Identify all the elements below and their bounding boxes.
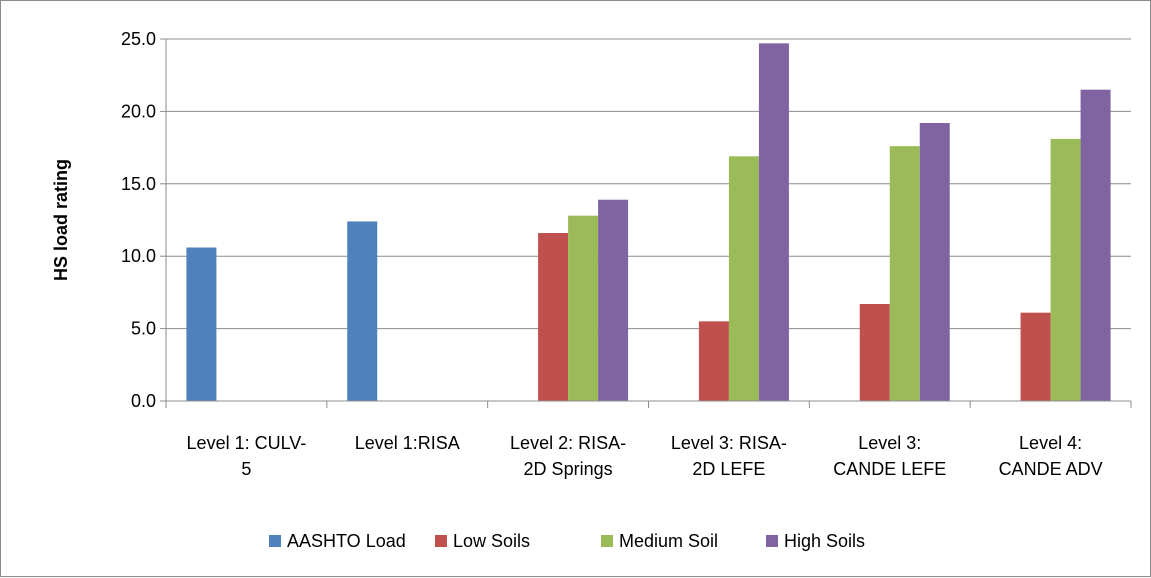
y-tick-label: 0.0 bbox=[131, 391, 156, 411]
bar-medium-soil bbox=[568, 215, 599, 401]
legend-swatch-aashto-load bbox=[269, 535, 281, 547]
y-tick-label: 15.0 bbox=[121, 174, 156, 194]
bars bbox=[186, 43, 1111, 402]
legend-swatch-low-soils bbox=[435, 535, 447, 547]
bar-low-soils bbox=[698, 321, 729, 401]
bar-aashto-load bbox=[186, 247, 217, 401]
x-tick-label: Level 4: CANDE ADV bbox=[999, 433, 1103, 479]
axes: 0.0 5.0 10.0 15.0 20.0 25.0 Level 1: CULV-5 Lev… bbox=[121, 29, 1132, 479]
bar-high-soils bbox=[919, 122, 950, 401]
x-tick-label: Level 3: CANDE LEFE bbox=[833, 433, 946, 479]
legend-label: Medium Soil bbox=[619, 531, 718, 551]
bar-high-soils bbox=[598, 199, 629, 401]
legend-swatch-high-soils bbox=[766, 535, 778, 547]
y-tick-label: 10.0 bbox=[121, 246, 156, 266]
y-tick-label: 5.0 bbox=[131, 319, 156, 339]
bar-medium-soil bbox=[728, 156, 759, 401]
bar-low-soils bbox=[1020, 312, 1051, 401]
bar-low-soils bbox=[538, 233, 569, 401]
bar-low-soils bbox=[859, 303, 890, 401]
bar-medium-soil bbox=[1050, 138, 1081, 402]
y-axis-title: HS load rating bbox=[51, 159, 71, 281]
x-tick-label: Level 1: CULV-5 bbox=[187, 433, 307, 479]
bar-medium-soil bbox=[889, 146, 920, 401]
bar-high-soils bbox=[1080, 89, 1111, 402]
x-tick-label: Level 2: RISA-2D Springs bbox=[510, 433, 626, 479]
bar-high-soils bbox=[758, 43, 789, 402]
x-tick-label: Level 1:RISA bbox=[355, 433, 460, 453]
gridlines bbox=[166, 38, 1131, 330]
legend-swatch-medium-soil bbox=[601, 535, 613, 547]
legend-label: High Soils bbox=[784, 531, 865, 551]
x-tick-label: Level 3: RISA-2D LEFE bbox=[671, 433, 787, 479]
bar-aashto-load bbox=[347, 221, 378, 401]
legend-label: AASHTO Load bbox=[287, 531, 406, 551]
legend-label: Low Soils bbox=[453, 531, 530, 551]
y-tick-label: 20.0 bbox=[121, 101, 156, 121]
legend: AASHTO Load Low Soils Medium Soil High Soil… bbox=[269, 531, 865, 551]
y-tick-label: 25.0 bbox=[121, 29, 156, 49]
